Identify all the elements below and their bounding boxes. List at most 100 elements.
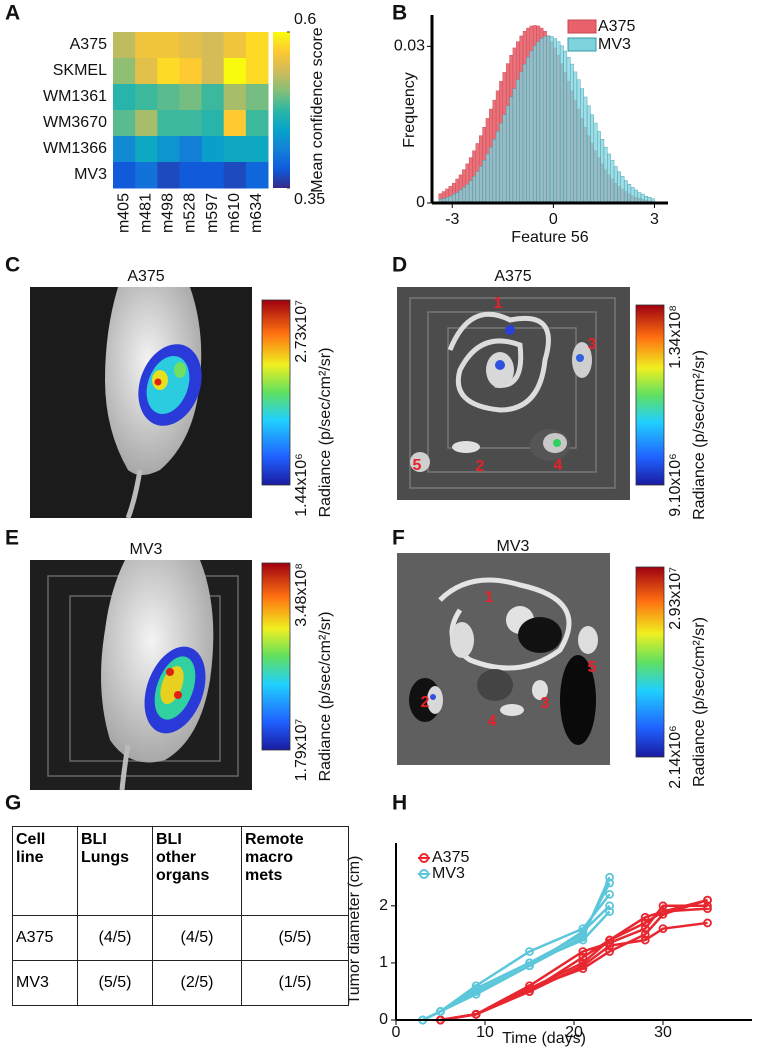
panel-letter: H: [392, 792, 407, 815]
column-label: m528: [182, 193, 199, 233]
line: [440, 898, 708, 1022]
histogram-bar: [566, 57, 571, 204]
row-label: MV3: [74, 166, 107, 183]
x-axis-label: Time (days): [502, 1030, 586, 1047]
heatmap-cell: [179, 110, 203, 137]
histogram-bar: [549, 36, 554, 204]
legend-label: A375: [432, 849, 469, 866]
column-label: m610: [226, 193, 243, 233]
point: [525, 984, 534, 993]
point: [703, 918, 712, 928]
x-tick-label: -3: [445, 211, 459, 228]
summary-table: Cell line BLI Lungs BLI other organs Remote…: [12, 826, 349, 1006]
histogram-bar: [482, 159, 487, 204]
column-label: m481: [137, 193, 154, 233]
column-label: m634: [248, 193, 265, 233]
colorbar-label: Radiance (p/sec/cm²/sr): [691, 617, 708, 787]
point: [471, 989, 481, 999]
histogram-bar: [597, 131, 601, 204]
image-title: MV3: [497, 538, 530, 555]
point: [658, 907, 668, 916]
heatmap-cell: [157, 136, 180, 163]
histogram-bar: [526, 57, 530, 204]
column-label: m597: [204, 193, 221, 233]
table-row: A375 (4/5) (4/5) (5/5): [12, 915, 349, 961]
point: [605, 872, 614, 882]
x-tick-label: 10: [476, 1024, 494, 1041]
point: [605, 947, 614, 956]
histogram-bar: [563, 50, 568, 204]
histogram-bar: [546, 35, 551, 204]
table-cell: (4/5): [152, 915, 242, 961]
histogram-bar: [607, 153, 611, 204]
colorbar-label: Radiance (p/sec/cm²/sr): [317, 348, 334, 518]
colorbar-min-label: 2.14x10⁶: [667, 725, 684, 789]
point: [471, 1009, 481, 1019]
point: [640, 918, 650, 928]
histogram-bar: [519, 71, 524, 204]
colorbar-tick-label: 0.35: [294, 191, 325, 208]
colorbar: [261, 562, 291, 751]
table-cell: (5/5): [241, 915, 349, 961]
histogram-bar: [590, 114, 595, 204]
heatmap-cell: [113, 110, 136, 137]
table-cell: Remote macro mets: [241, 826, 349, 916]
point: [525, 947, 534, 956]
histogram-bar: [583, 96, 588, 204]
histogram-bar: [617, 171, 622, 204]
histogram-bar: [559, 45, 564, 204]
legend-label: MV3: [432, 865, 465, 882]
table-cell: A375: [12, 915, 78, 961]
colorbar-max-label: 1.34x10⁸: [667, 305, 684, 369]
heatmap-cell: [201, 58, 225, 85]
colorbar-max-label: 2.73x10⁷: [293, 300, 310, 363]
histogram-bar: [613, 166, 618, 204]
row-label: WM1366: [43, 140, 107, 157]
point: [605, 878, 614, 888]
heatmap-cell: [179, 58, 203, 85]
heatmap-cell: [201, 32, 225, 59]
y-tick-label: 0.03: [394, 38, 425, 55]
y-axis-label: Frequency: [401, 72, 418, 148]
image-title: A375: [494, 268, 531, 285]
point: [640, 912, 650, 922]
point: [578, 947, 588, 956]
histogram-bar: [610, 159, 615, 204]
histogram-bar: [529, 50, 534, 204]
histogram-bar: [553, 38, 557, 204]
histogram-bar: [502, 114, 507, 204]
histogram-bar: [468, 180, 473, 204]
panel-letter: D: [392, 254, 407, 277]
heatmap-cell: [179, 84, 203, 111]
histogram-bar: [505, 105, 510, 204]
histogram-bar: [465, 183, 470, 204]
histogram-bar: [512, 88, 517, 204]
table-row: MV3 (5/5) (2/5) (1/5): [12, 960, 349, 1006]
histogram-bar: [623, 180, 628, 204]
heatmap-cell: [201, 136, 225, 163]
panel-letter: F: [392, 527, 405, 550]
heatmap-cell: [245, 32, 269, 59]
y-tick-label: 0: [416, 194, 425, 211]
panel-letter: B: [392, 2, 407, 25]
colorbar-max-label: 2.93x10⁷: [667, 567, 684, 630]
heatmap-cell: [135, 110, 158, 137]
organ-label: 3: [541, 695, 550, 712]
colorbar: [635, 566, 665, 758]
row-label: A375: [70, 36, 107, 53]
legend-swatch: [567, 19, 597, 34]
point: [471, 984, 481, 993]
x-tick-label: 30: [654, 1024, 672, 1041]
point: [605, 907, 614, 916]
histogram-bar: [580, 88, 584, 204]
point: [640, 929, 650, 939]
point: [605, 901, 614, 911]
organ-label: 3: [588, 336, 597, 353]
heatmap-cell: [201, 162, 225, 189]
row-label: SKMEL: [53, 62, 107, 79]
heatmap-cell: [223, 162, 247, 189]
histogram-bar: [475, 171, 480, 204]
histogram-bar: [627, 183, 632, 204]
histogram-bar: [634, 189, 638, 204]
